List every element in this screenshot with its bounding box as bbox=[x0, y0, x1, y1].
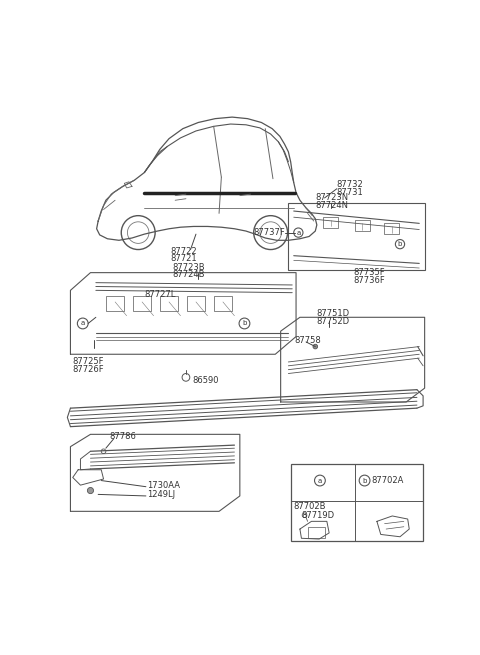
Text: 87731: 87731 bbox=[337, 188, 364, 197]
Bar bbox=[308, 527, 324, 538]
Circle shape bbox=[313, 345, 318, 349]
Text: 86590: 86590 bbox=[192, 376, 218, 385]
Text: 87726F: 87726F bbox=[73, 365, 104, 374]
Text: 87702A: 87702A bbox=[372, 476, 404, 485]
Text: 1249LJ: 1249LJ bbox=[147, 490, 176, 499]
Text: b: b bbox=[398, 241, 402, 247]
Text: 87723B: 87723B bbox=[173, 263, 205, 272]
Text: 87751D: 87751D bbox=[317, 309, 350, 318]
Bar bbox=[323, 217, 338, 228]
Text: a: a bbox=[318, 477, 322, 483]
Bar bbox=[106, 296, 124, 311]
Text: 87724N: 87724N bbox=[315, 201, 348, 210]
Text: 87736F: 87736F bbox=[354, 276, 385, 285]
Text: 87732: 87732 bbox=[337, 180, 364, 189]
Text: 87758: 87758 bbox=[295, 336, 321, 345]
Text: a: a bbox=[296, 230, 300, 236]
Text: a: a bbox=[81, 320, 85, 326]
Text: 87724B: 87724B bbox=[173, 271, 205, 280]
Circle shape bbox=[87, 487, 94, 494]
Bar bbox=[355, 220, 370, 231]
Bar bbox=[288, 203, 425, 270]
Text: 87702B: 87702B bbox=[294, 502, 326, 511]
Text: b: b bbox=[362, 477, 367, 483]
Text: 1730AA: 1730AA bbox=[147, 481, 180, 490]
Bar bbox=[187, 296, 205, 311]
Text: 87722: 87722 bbox=[170, 246, 197, 255]
Text: 87752D: 87752D bbox=[317, 316, 350, 326]
Bar bbox=[133, 296, 151, 311]
Bar bbox=[214, 296, 232, 311]
Text: 87719D: 87719D bbox=[301, 512, 335, 521]
Bar bbox=[160, 296, 178, 311]
Bar bbox=[384, 223, 399, 234]
Text: 87727L: 87727L bbox=[144, 290, 176, 299]
Text: 87786: 87786 bbox=[109, 432, 136, 441]
Text: 87723N: 87723N bbox=[315, 193, 348, 202]
Bar bbox=[291, 464, 423, 540]
Text: 87737F: 87737F bbox=[254, 228, 286, 237]
Text: 87725F: 87725F bbox=[73, 358, 104, 366]
Text: b: b bbox=[242, 320, 247, 326]
Text: 87721: 87721 bbox=[170, 254, 197, 263]
Text: 87735F: 87735F bbox=[354, 268, 385, 277]
